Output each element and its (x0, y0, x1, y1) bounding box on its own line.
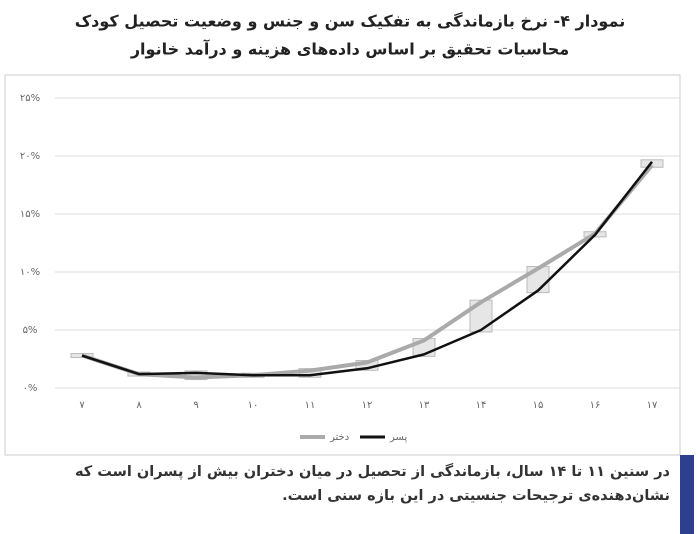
x-tick-label: ۹ (193, 400, 198, 411)
y-tick-label: ۱۰% (20, 267, 40, 278)
x-tick-label: ۱۱ (305, 400, 316, 411)
x-tick-label: ۱۵ (533, 400, 544, 411)
x-tick-label: ۷ (79, 400, 85, 411)
chart-title: نمودار ۴- نرخ بازماندگی به تفکیک سن و جن… (75, 12, 625, 31)
y-tick-label: ۲۵% (20, 93, 40, 104)
x-tick-label: ۱۰ (248, 400, 259, 411)
series-line (81, 164, 654, 380)
accent-bar (680, 455, 694, 534)
y-tick-label: ۵% (23, 325, 38, 336)
y-tick-label: ۲۰% (20, 151, 40, 162)
y-tick-label: ۱۵% (20, 209, 40, 220)
x-tick-label: ۱۲ (362, 400, 373, 411)
caption: در سنین ۱۱ تا ۱۴ سال، بازماندگی از تحصیل… (75, 464, 670, 504)
x-tick-label: ۱۳ (419, 400, 430, 411)
x-tick-label: ۱۴ (476, 400, 487, 411)
chart-frame (4, 74, 681, 456)
x-tick-label: ۱۶ (590, 400, 601, 411)
x-tick-label: ۱۷ (647, 400, 658, 411)
chart-subtitle: محاسبات تحقیق بر اساس داده‌های هزینه و د… (130, 39, 569, 59)
legend-label: دختر (329, 432, 349, 443)
x-tick-label: ۸ (136, 400, 142, 411)
y-tick-label: ۰% (23, 383, 38, 394)
legend-label: پسر (389, 432, 407, 443)
series-line (81, 161, 653, 377)
